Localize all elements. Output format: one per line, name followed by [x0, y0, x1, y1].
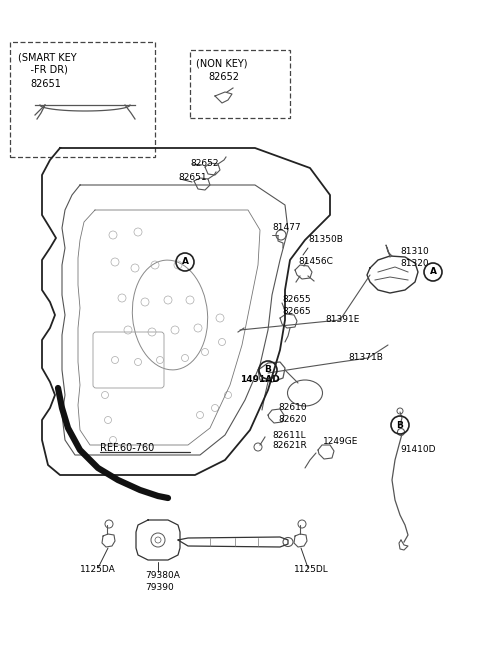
Text: 82620: 82620	[278, 415, 307, 424]
Text: 82655: 82655	[282, 295, 311, 304]
Bar	[10, 42, 155, 157]
Text: 1249GE: 1249GE	[323, 438, 359, 447]
Text: (NON KEY): (NON KEY)	[196, 58, 248, 68]
Text: 82621R: 82621R	[272, 440, 307, 449]
Text: 81371B: 81371B	[348, 354, 383, 363]
Text: 81320: 81320	[400, 258, 429, 268]
Text: (SMART KEY: (SMART KEY	[18, 52, 77, 62]
Text: B: B	[264, 365, 271, 375]
Text: 82611L: 82611L	[272, 430, 306, 440]
Text: 81477: 81477	[272, 224, 300, 232]
Text: 82651: 82651	[178, 173, 206, 182]
Text: 81456C: 81456C	[298, 258, 333, 266]
Text: 81310: 81310	[400, 247, 429, 256]
Text: 79390: 79390	[145, 583, 174, 592]
Text: -FR DR): -FR DR)	[18, 64, 68, 74]
Text: 82665: 82665	[282, 306, 311, 316]
Text: 79380A: 79380A	[145, 571, 180, 579]
Text: 1125DL: 1125DL	[294, 565, 329, 575]
Text: 81350B: 81350B	[308, 236, 343, 245]
Text: B: B	[396, 420, 403, 430]
Text: 82610: 82610	[278, 403, 307, 413]
Text: REF.60-760: REF.60-760	[100, 443, 154, 453]
Text: 82652: 82652	[208, 72, 239, 82]
Text: 81391E: 81391E	[325, 316, 360, 325]
Text: 82651: 82651	[30, 79, 61, 89]
Text: A: A	[430, 268, 436, 276]
Text: 91410D: 91410D	[400, 445, 435, 455]
Text: A: A	[181, 258, 189, 266]
Text: 1125DA: 1125DA	[80, 565, 116, 575]
Bar	[190, 50, 290, 118]
Text: 1491AD: 1491AD	[240, 375, 280, 384]
Text: 82652: 82652	[190, 159, 218, 167]
